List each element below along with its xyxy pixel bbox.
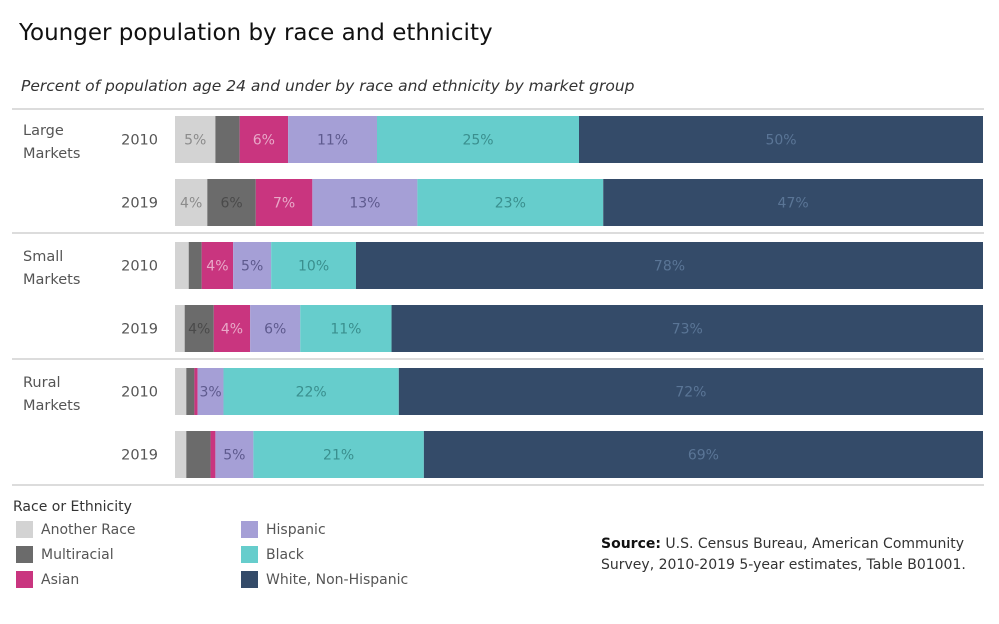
legend-item: Another Race — [16, 521, 136, 538]
bar-segment — [417, 179, 604, 226]
data-label: 5% — [241, 259, 263, 275]
bar-segment — [188, 242, 202, 289]
legend-swatch — [241, 571, 258, 588]
bar-segment — [175, 242, 189, 289]
data-label: 23% — [495, 196, 526, 212]
year-label: 2019 — [121, 196, 158, 212]
bar-segment — [175, 179, 208, 226]
year-label: 2019 — [121, 322, 158, 338]
legend-item: Multiracial — [16, 546, 114, 563]
legend-label: White, Non-Hispanic — [266, 571, 409, 588]
bar-segment — [288, 116, 377, 163]
bar-segment — [250, 305, 301, 352]
bar-segment — [239, 116, 289, 163]
data-label: 50% — [765, 133, 796, 149]
legend-swatch — [16, 546, 33, 563]
data-label: 4% — [206, 259, 228, 275]
bar-segment — [355, 242, 983, 289]
year-label: 2010 — [121, 385, 158, 401]
legend-swatch — [16, 521, 33, 538]
bar-segment — [423, 431, 983, 478]
data-label: 69% — [688, 448, 719, 464]
bar-segment — [215, 431, 254, 478]
source-text: U.S. Census Bureau, American Community S… — [601, 536, 966, 573]
legend-label: Asian — [41, 571, 80, 588]
data-label: 11% — [317, 133, 348, 149]
bar-segment — [253, 431, 424, 478]
data-label: 13% — [349, 196, 380, 212]
legend-label: Hispanic — [266, 521, 326, 538]
legend-swatch — [16, 571, 33, 588]
year-label: 2019 — [121, 448, 158, 464]
data-label: 78% — [654, 259, 685, 275]
legend-swatch — [241, 546, 258, 563]
legend-item: White, Non-Hispanic — [241, 571, 408, 588]
bar-segment — [391, 305, 983, 352]
bar-segment — [207, 179, 256, 226]
year-label: 2010 — [121, 259, 158, 275]
bar-segment — [271, 242, 356, 289]
bar-segment — [175, 368, 187, 415]
data-label: 73% — [672, 322, 703, 338]
legend-item: Asian — [16, 571, 79, 588]
bar-segment — [579, 116, 983, 163]
bar-segment — [175, 116, 216, 163]
bar-segment — [186, 431, 211, 478]
data-label: 3% — [199, 385, 221, 401]
legend-title: Race or Ethnicity — [13, 499, 132, 515]
bar-segment — [213, 305, 251, 352]
bar-segment — [603, 179, 983, 226]
data-label: 25% — [462, 133, 493, 149]
data-label: 22% — [296, 385, 327, 401]
data-label: 7% — [273, 196, 295, 212]
bar-segment — [255, 179, 313, 226]
group-label: Small Markets — [23, 249, 80, 288]
bar-segment — [398, 368, 983, 415]
bar-segment — [201, 242, 234, 289]
data-label: 4% — [180, 196, 202, 212]
data-label: 5% — [223, 448, 245, 464]
chart-subtitle: Percent of population age 24 and under b… — [21, 77, 635, 95]
data-label: 47% — [778, 196, 809, 212]
legend-item: Black — [241, 546, 304, 563]
bar-segment — [215, 116, 240, 163]
data-label: 72% — [675, 385, 706, 401]
bar-segment — [175, 305, 185, 352]
data-label: 6% — [253, 133, 275, 149]
bar-segment — [175, 431, 187, 478]
bar-segment — [312, 179, 418, 226]
data-label: 4% — [188, 322, 210, 338]
bar-segment — [223, 368, 399, 415]
bar-segment — [194, 368, 198, 415]
legend-label: Black — [266, 546, 304, 563]
group-label: Large Markets — [23, 123, 80, 162]
data-label: 6% — [220, 196, 242, 212]
legend-label: Another Race — [41, 521, 136, 538]
source-label: Source: — [601, 536, 661, 552]
bar-segment — [210, 431, 216, 478]
source-note: Source: U.S. Census Bureau, American Com… — [601, 534, 981, 576]
group-label: Rural Markets — [23, 375, 80, 414]
bar-segment — [186, 368, 195, 415]
data-label: 21% — [323, 448, 354, 464]
bar-segment — [197, 368, 224, 415]
data-label: 11% — [330, 322, 361, 338]
legend-label: Multiracial — [41, 546, 114, 563]
bar-segment — [233, 242, 272, 289]
data-label: 6% — [264, 322, 286, 338]
year-label: 2010 — [121, 133, 158, 149]
bar-segment — [184, 305, 214, 352]
stacked-bar-chart: Large Markets 2010 5% 6% 11% 25% 50% 2019 4% 6% 7% 1… — [12, 108, 984, 486]
bar-segment — [377, 116, 579, 163]
chart-title: Younger population by race and ethnicity — [19, 20, 493, 46]
data-label: 5% — [184, 133, 206, 149]
bar-segment — [300, 305, 392, 352]
legend-item: Hispanic — [241, 521, 326, 538]
legend-swatch — [241, 521, 258, 538]
data-label: 4% — [221, 322, 243, 338]
data-label: 10% — [298, 259, 329, 275]
